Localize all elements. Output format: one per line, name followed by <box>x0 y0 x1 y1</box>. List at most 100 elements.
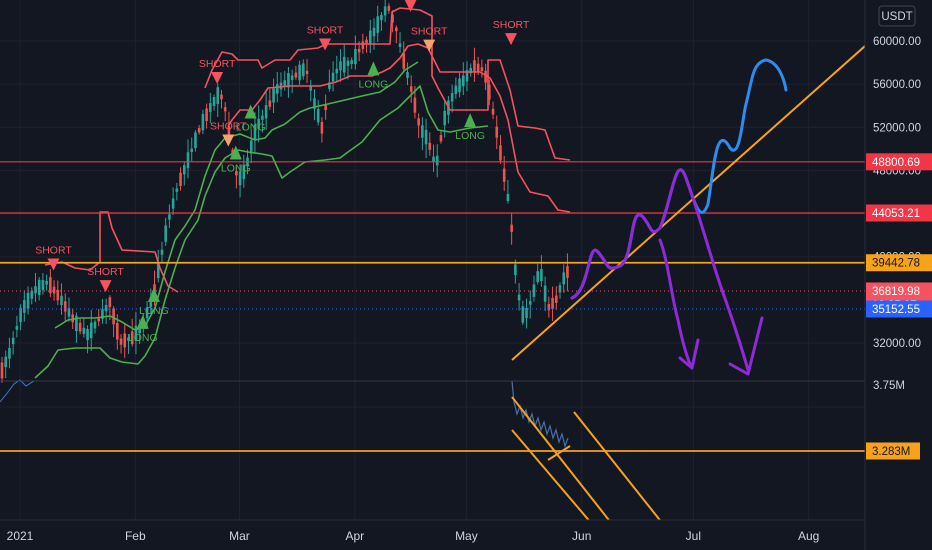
short-arrow-icon <box>404 0 417 12</box>
bullish-band-line <box>54 61 419 331</box>
bearish-arrowhead <box>728 316 764 376</box>
short-signal[interactable]: SHORT <box>210 121 247 147</box>
long-arrow-icon <box>244 104 257 119</box>
candle-body <box>56 289 60 301</box>
user-drawings <box>511 45 865 376</box>
candle-body <box>153 284 156 292</box>
short-label: SHORT <box>35 245 72 257</box>
candle-body <box>235 171 238 176</box>
price-badge-label: 48800.69 <box>872 157 920 169</box>
support-trendline[interactable] <box>511 45 865 361</box>
candle-body <box>316 109 320 123</box>
bearish-band-line <box>227 43 571 213</box>
long-signal[interactable]: LONG <box>359 61 389 90</box>
currency-selector[interactable]: USDT <box>878 5 916 27</box>
candle-body <box>41 280 45 291</box>
candle-body <box>417 118 420 126</box>
short-signal[interactable]: SHORT <box>87 266 124 293</box>
candle-body <box>335 68 339 74</box>
currency-label: USDT <box>881 11 912 23</box>
candle-body <box>97 318 101 322</box>
candle-body <box>331 72 335 82</box>
scenario-path-drawing[interactable] <box>570 168 688 300</box>
candle-body <box>409 86 413 92</box>
candle-body <box>521 306 525 323</box>
candle-body <box>116 322 119 340</box>
candle-body <box>398 43 402 47</box>
candle-body <box>298 64 301 81</box>
candle-body <box>275 84 279 94</box>
candle-body <box>391 14 394 23</box>
candle-body <box>514 264 517 276</box>
candle-body <box>60 295 63 306</box>
candle-body <box>205 108 208 122</box>
candle-body <box>149 299 153 307</box>
candle-body <box>75 315 78 332</box>
long-signal[interactable]: LONG <box>128 314 158 344</box>
candle-body <box>23 300 26 313</box>
candle-body <box>551 297 554 309</box>
candle-body <box>458 78 461 93</box>
short-signal[interactable]: SHORT <box>392 0 429 12</box>
candle-body <box>558 285 562 293</box>
price-tick-label: 60000.00 <box>873 36 921 48</box>
trade-signals: SHORTSHORTLONGLONGSHORTSHORTLONGLONGSHOR… <box>35 0 530 344</box>
bearish-path-drawing[interactable] <box>658 238 692 366</box>
short-signal[interactable]: SHORT <box>411 26 448 52</box>
long-signal[interactable]: LONG <box>236 104 266 134</box>
long-signal[interactable]: LONG <box>139 287 169 317</box>
candle-body <box>145 307 149 319</box>
candle-body <box>182 165 186 175</box>
candle-body <box>406 72 409 78</box>
price-badge-bg <box>866 300 932 318</box>
bearish-arrowhead <box>678 338 700 370</box>
volume-line <box>0 379 35 403</box>
candle-body <box>517 294 521 301</box>
candle-body <box>268 100 272 107</box>
short-signal[interactable]: SHORT <box>493 19 530 46</box>
candle-body <box>488 84 491 100</box>
candle-body <box>171 198 175 209</box>
time-tick-label: Feb <box>125 529 146 543</box>
candle-body <box>320 121 324 134</box>
candle-body <box>175 188 179 192</box>
candle-body <box>37 279 41 296</box>
bearish-path-drawing[interactable] <box>684 176 750 372</box>
candle-body <box>186 152 190 169</box>
long-signal[interactable]: LONG <box>221 145 251 174</box>
candle-body <box>201 114 205 131</box>
candle-body <box>536 271 539 283</box>
candle-body <box>101 309 104 320</box>
candle-body <box>19 307 22 323</box>
long-arrow-icon <box>229 145 242 160</box>
candle-body <box>339 61 342 71</box>
candle-body <box>67 308 71 317</box>
candle-body <box>112 308 115 325</box>
candle-body <box>525 307 528 319</box>
short-signal[interactable]: SHORT <box>307 25 344 51</box>
price-badge: 48800.69 <box>866 153 932 171</box>
short-signal[interactable]: SHORT <box>199 58 236 84</box>
candle-body <box>197 128 201 133</box>
long-arrow-icon <box>136 314 149 329</box>
candle-body <box>220 94 223 100</box>
time-tick-label: Jul <box>686 529 701 543</box>
candle-body <box>361 41 365 49</box>
candle-body <box>387 6 391 11</box>
candle-body <box>52 286 56 294</box>
candle-body <box>346 60 350 66</box>
long-signal[interactable]: LONG <box>455 113 485 142</box>
candle-body <box>372 27 376 37</box>
candle-body <box>82 327 86 334</box>
short-signal[interactable]: SHORT <box>35 245 72 271</box>
candle-body <box>491 108 495 115</box>
long-label: LONG <box>455 130 485 142</box>
candle-body <box>421 125 424 138</box>
candle-body <box>164 225 167 242</box>
candle-body <box>209 103 212 112</box>
candle-body <box>127 337 130 341</box>
time-axis[interactable]: 2021 Feb Mar Apr May Jun Jul Aug <box>7 529 820 543</box>
candle-body <box>309 85 313 91</box>
candle-body <box>242 164 246 179</box>
